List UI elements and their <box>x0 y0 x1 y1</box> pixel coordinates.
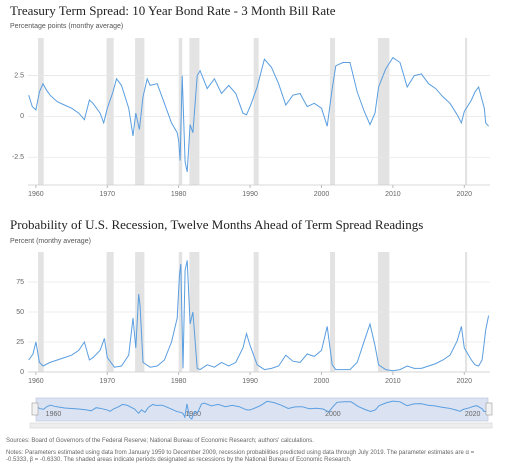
chart-subtitle: Percentage points (monthy average) <box>10 23 123 30</box>
recession-band <box>178 38 183 185</box>
y-tick-label: 25 <box>16 339 24 346</box>
scrollbar <box>29 422 493 429</box>
recession-band <box>330 38 336 185</box>
navigator-handle[interactable] <box>485 402 493 416</box>
y-tick-label: 0 <box>20 113 24 120</box>
x-tick-label: 1970 <box>99 191 115 198</box>
recession-band <box>253 38 259 185</box>
y-tick-label: 75 <box>16 279 24 286</box>
navigator-label: 2000 <box>325 411 341 418</box>
chart-title: Probability of U.S. Recession, Twelve Mo… <box>10 217 423 232</box>
x-tick-label: 2000 <box>314 378 330 385</box>
x-tick-label: 2000 <box>314 191 330 198</box>
y-tick-label: -2.5 <box>12 154 24 161</box>
x-tick-label: 2010 <box>385 191 401 198</box>
navigator-line <box>36 400 487 420</box>
navigator-label: 2020 <box>465 411 481 418</box>
line <box>28 56 489 173</box>
x-tick-label: 2010 <box>385 378 401 385</box>
y-tick-label: 0 <box>20 369 24 376</box>
recession-band <box>37 38 44 185</box>
chart-subtitle: Percent (monthy average) <box>10 238 91 245</box>
x-tick-label: 1960 <box>28 191 44 198</box>
navigator-label: 1960 <box>46 411 62 418</box>
y-tick-label: 2.5 <box>14 72 24 79</box>
x-tick-label: 1990 <box>242 191 258 198</box>
recession-band <box>135 38 145 185</box>
x-tick-label: 2020 <box>457 191 473 198</box>
chart: Treasury Term Spread: 10 Year Bond Rate … <box>10 3 493 429</box>
y-tick-label: 50 <box>16 309 24 316</box>
recession-band <box>106 38 114 185</box>
notes: Notes: Parameters estimated using data f… <box>6 450 475 463</box>
x-tick-label: 1960 <box>28 378 44 385</box>
x-tick-label: 1970 <box>99 378 115 385</box>
recession-band <box>377 38 390 185</box>
x-tick-label: 1990 <box>242 378 258 385</box>
navigator-handle[interactable] <box>31 402 39 416</box>
recession-band <box>465 38 468 185</box>
x-tick-label: 1980 <box>171 378 187 385</box>
x-tick-label: 1980 <box>171 191 187 198</box>
chart-title: Treasury Term Spread: 10 Year Bond Rate … <box>10 3 336 18</box>
sources: Sources: Board of Governors of the Feder… <box>6 438 314 444</box>
x-tick-label: 2020 <box>457 378 473 385</box>
line <box>28 260 490 372</box>
